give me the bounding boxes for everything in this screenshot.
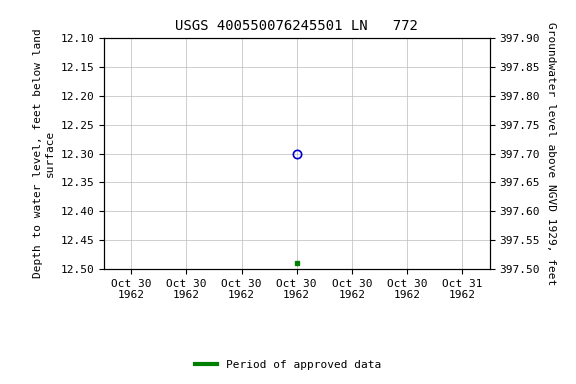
Legend: Period of approved data: Period of approved data xyxy=(191,356,385,375)
Title: USGS 400550076245501 LN   772: USGS 400550076245501 LN 772 xyxy=(175,19,418,33)
Y-axis label: Groundwater level above NGVD 1929, feet: Groundwater level above NGVD 1929, feet xyxy=(547,22,556,285)
Y-axis label: Depth to water level, feet below land
surface: Depth to water level, feet below land su… xyxy=(33,29,55,278)
